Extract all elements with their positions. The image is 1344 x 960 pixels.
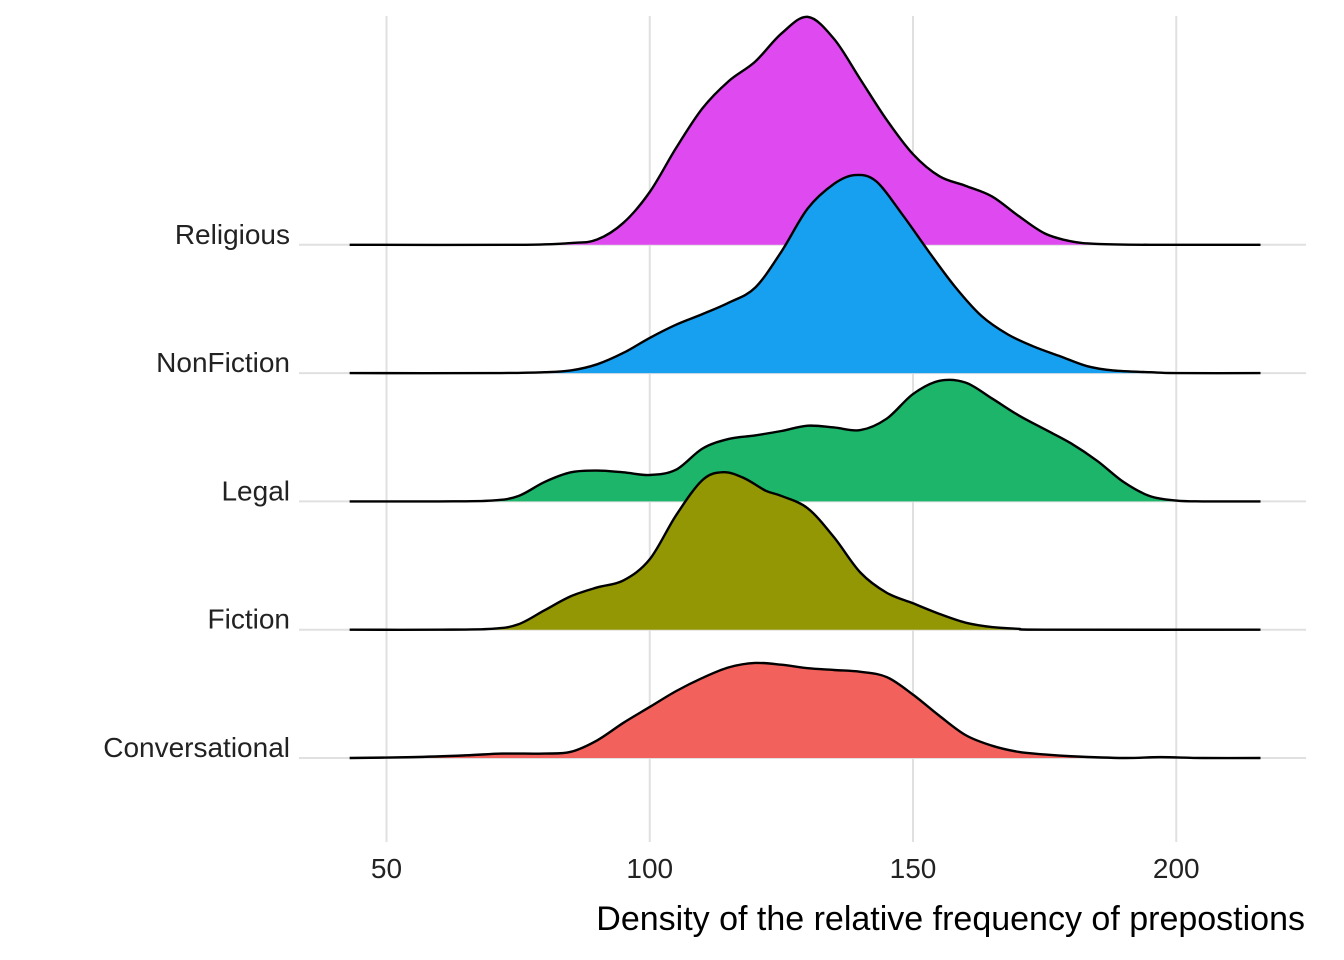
category-label-legal: Legal [221, 475, 290, 506]
ridge-fill-conversational [349, 662, 1261, 759]
x-tick-label-200: 200 [1153, 853, 1200, 884]
ridge-line-legal [349, 378, 1261, 503]
ridge-line-religious [349, 15, 1261, 247]
category-label-religious: Religious [175, 219, 290, 250]
category-labels: Conversational Fiction Legal NonFiction Reli… [103, 219, 290, 763]
category-label-fiction: Fiction [208, 604, 290, 635]
ridge-line-nonfiction [349, 173, 1261, 375]
ridge-fill-nonfiction [349, 174, 1261, 374]
density-ridges [349, 15, 1261, 760]
ridge-fill-legal [349, 379, 1261, 502]
ridge-fill-religious [349, 16, 1261, 245]
x-tick-label-50: 50 [371, 853, 402, 884]
x-tick-label-150: 150 [890, 853, 937, 884]
x-axis-title: Density of the relative frequency of pre… [596, 900, 1305, 938]
category-label-conversational: Conversational [103, 732, 290, 763]
category-label-nonfiction: NonFiction [156, 347, 290, 378]
ridge-line-conversational [349, 661, 1261, 760]
ridge-fill-fiction [349, 472, 1261, 630]
ridge-line-fiction [349, 470, 1261, 631]
x-tick-label-100: 100 [626, 853, 673, 884]
x-tick-labels: 50 100 150 200 [371, 853, 1200, 884]
